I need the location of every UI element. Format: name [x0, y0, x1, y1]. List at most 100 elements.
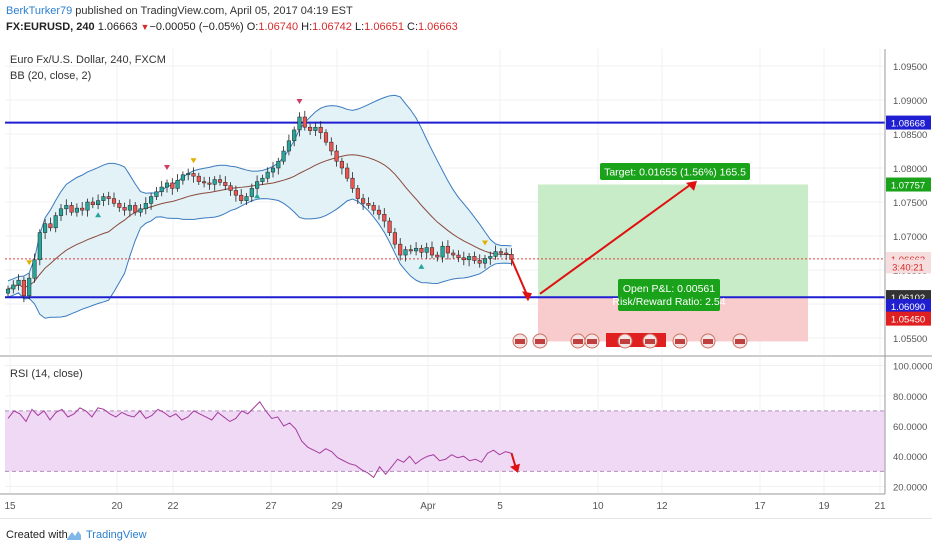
pnl-text: Open P&L: 0.00561	[623, 283, 715, 295]
low-value: 1.06651	[364, 21, 404, 33]
candle-body	[509, 254, 514, 260]
open-label: O:	[246, 21, 259, 33]
candle-body	[186, 173, 191, 176]
bb-upper	[7, 94, 512, 282]
candle-body	[350, 177, 355, 189]
candle-body	[191, 173, 196, 177]
rsi-legend: RSI (14, close)	[10, 368, 83, 380]
publish-info: BerkTurker79 published on TradingView.co…	[6, 5, 353, 17]
candle-body	[334, 150, 339, 162]
price-tick-label: 1.07000	[893, 232, 927, 243]
time-tick-label: 20	[111, 501, 123, 512]
target-text: Target: 0.01655 (1.56%) 165.5	[604, 167, 746, 179]
up-arrow-line	[539, 184, 691, 295]
candle-body	[329, 141, 334, 152]
bb-fill	[8, 95, 512, 319]
signal-triangle	[190, 158, 197, 164]
footer: Created with TradingView	[0, 518, 932, 551]
price-tick-label: 1.09500	[893, 62, 927, 73]
candle-body	[228, 185, 233, 191]
candle-body	[260, 177, 265, 182]
rsi-axis[interactable]: 100.0000 80.0000 60.0000 40.0000 20.0000	[893, 362, 932, 494]
projection-arrows	[510, 180, 697, 302]
candle-body	[5, 288, 11, 294]
candle-body	[85, 201, 90, 211]
candle-body	[276, 160, 281, 169]
time-tick-label: 29	[331, 501, 343, 512]
price-label-text: 1.05450	[891, 315, 925, 326]
time-tick-label: 5	[497, 501, 503, 512]
event-flag-stripe	[645, 339, 655, 344]
candle-body	[217, 179, 223, 183]
candle-body	[435, 254, 440, 258]
tradingview-link[interactable]: TradingView	[86, 529, 147, 541]
candle-body	[96, 200, 101, 205]
candle-body	[101, 196, 106, 201]
candle-body	[323, 132, 329, 143]
event-flag-stripe	[535, 339, 545, 344]
candle-body	[472, 256, 477, 261]
candle-body	[32, 259, 37, 279]
price-label-text: 1.06090	[891, 302, 925, 313]
candle-body	[308, 126, 313, 131]
price-label-text: 1.06102	[891, 293, 925, 304]
candle-body	[64, 205, 69, 210]
created-with-text: Created with	[6, 529, 68, 541]
candle-body	[445, 245, 450, 254]
signal-triangle	[26, 260, 33, 266]
price-label-text: 3:40:21	[892, 262, 924, 273]
candle-body	[122, 207, 127, 211]
candle-body	[419, 247, 424, 253]
price-label-bg	[886, 259, 931, 274]
event-flag-stripe	[675, 339, 685, 344]
target-label[interactable]: Target: 0.01655 (1.56%) 165.5	[600, 163, 750, 180]
down-arrow-head	[522, 291, 532, 302]
high-label: H:	[301, 21, 313, 33]
signal-triangle	[296, 99, 303, 105]
author-link[interactable]: BerkTurker79	[6, 5, 73, 17]
candle-body	[387, 220, 392, 233]
symbol-label: FX:EURUSD, 240	[6, 21, 95, 33]
candle-body	[69, 205, 74, 213]
candle-body	[53, 215, 58, 229]
time-tick-label: 21	[874, 501, 886, 512]
bb-basis	[7, 154, 512, 290]
candle-body	[196, 175, 201, 182]
signal-triangle	[95, 212, 102, 218]
bb-legend: BB (20, close, 2)	[10, 70, 91, 82]
time-tick-label: 10	[592, 501, 604, 512]
event-flag-stripe	[703, 339, 713, 344]
pnl-label[interactable]: Open P&L: 0.00561 Risk/Reward Ratio: 2.5…	[612, 279, 726, 311]
candle-body	[90, 201, 95, 205]
candle-body	[48, 223, 53, 229]
candle-body	[223, 182, 228, 186]
economic-events[interactable]	[512, 333, 748, 349]
candle-body	[461, 257, 466, 261]
price-label-bg	[886, 177, 931, 192]
candle-body	[255, 181, 260, 189]
candle-body	[180, 174, 185, 181]
candle-body	[403, 249, 408, 256]
candle-body	[366, 203, 371, 206]
event-flag-stripe	[515, 339, 525, 344]
candle-body	[440, 245, 445, 258]
tradingview-logo-icon	[67, 531, 81, 540]
price-label-text: 1.08668	[891, 119, 925, 130]
candle-body	[159, 186, 164, 193]
close-value: 1.06663	[418, 21, 458, 33]
down-triangle-icon: ▼	[140, 22, 150, 32]
price-label-bg	[886, 311, 931, 326]
candle-body	[175, 179, 180, 189]
time-tick-label: 15	[4, 501, 16, 512]
candle-body	[398, 243, 403, 256]
price-axis[interactable]: 1.09500 1.09000 1.08500 1.08000 1.07500 1.070…	[886, 62, 931, 345]
time-axis[interactable]: 15 20 22 27 29 Apr 5 10 12 17 19 21	[4, 501, 886, 512]
candle-body	[149, 196, 154, 204]
candle-body	[286, 140, 291, 152]
horizontal-levels	[5, 121, 885, 299]
signal-triangle	[254, 193, 261, 199]
candle-body	[313, 126, 318, 131]
candle-body	[16, 279, 21, 286]
rsi-tick-label: 40.0000	[893, 452, 927, 463]
